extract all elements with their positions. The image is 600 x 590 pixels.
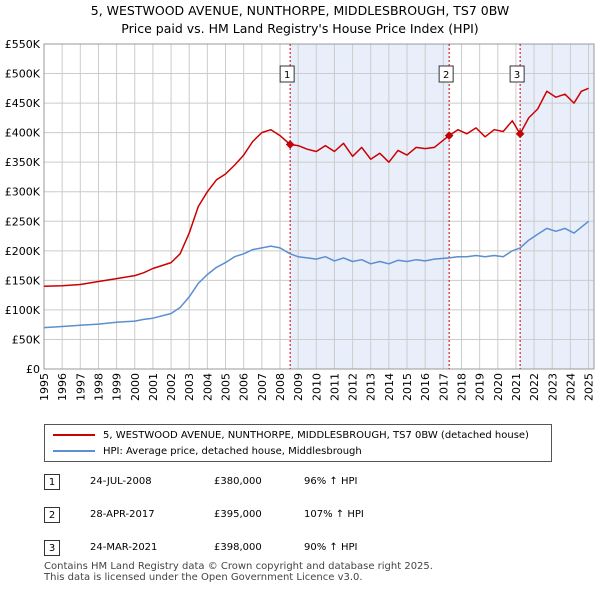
transaction-date: 24-MAR-2021 <box>90 542 158 553</box>
sale-badge-label: 1 <box>284 70 290 81</box>
sale-points <box>285 129 525 149</box>
x-tick-label: 2007 <box>256 373 269 401</box>
legend: 5, WESTWOOD AVENUE, NUNTHORPE, MIDDLESBR… <box>44 424 552 462</box>
y-tick-label: £100K <box>5 304 41 317</box>
y-tick-label: £150K <box>5 274 41 287</box>
grid-lines <box>43 43 595 370</box>
x-tick-label: 2016 <box>419 373 432 401</box>
x-tick-label: 1997 <box>74 373 87 401</box>
chart-title-line2: Price paid vs. HM Land Registry's House … <box>121 21 479 36</box>
footer-copyright: Contains HM Land Registry data © Crown c… <box>44 561 433 572</box>
sale-badge-box <box>279 65 295 83</box>
y-tick-label: £450K <box>5 97 41 110</box>
x-tick-label: 2024 <box>564 373 577 401</box>
x-tick-label: 1999 <box>111 373 124 401</box>
y-tick-label: £0 <box>26 363 40 376</box>
y-tick-label: £550K <box>5 38 41 51</box>
y-tick-label: £200K <box>5 245 41 258</box>
sale-point <box>515 129 525 139</box>
x-tick-label: 2018 <box>455 373 468 401</box>
table-row: 2 28-APR-2017 £395,000 107% ↑ HPI <box>44 505 384 538</box>
transaction-price: £398,000 <box>214 542 262 553</box>
x-tick-label: 2001 <box>147 373 160 401</box>
x-tick-label: 2008 <box>274 373 287 401</box>
x-tick-label: 2015 <box>401 373 414 401</box>
x-tick-label: 2023 <box>546 373 559 401</box>
x-tick-label: 2012 <box>347 373 360 401</box>
x-tick-label: 1998 <box>92 373 105 401</box>
footer-license: This data is licensed under the Open Gov… <box>44 572 363 583</box>
transaction-number: 2 <box>44 507 60 523</box>
x-tick-label: 1996 <box>56 373 69 401</box>
transaction-date: 28-APR-2017 <box>90 509 155 520</box>
legend-label-hpi: HPI: Average price, detached house, Midd… <box>103 446 362 457</box>
x-tick-label: 2022 <box>528 373 541 401</box>
y-tick-label: £300K <box>5 186 41 199</box>
x-tick-label: 2025 <box>583 373 596 401</box>
sale-badge-label: 2 <box>443 70 449 81</box>
transactions-table: 1 24-JUL-2008 £380,000 96% ↑ HPI 2 28-AP… <box>44 472 384 571</box>
x-tick-label: 2011 <box>328 373 341 401</box>
x-tick-label: 2000 <box>129 373 142 401</box>
footer: Contains HM Land Registry data © Crown c… <box>44 561 433 583</box>
transaction-hpi: 90% ↑ HPI <box>304 542 358 553</box>
legend-swatch-property <box>53 434 95 436</box>
chart-title: 5, WESTWOOD AVENUE, NUNTHORPE, MIDDLESBR… <box>0 2 600 38</box>
sale-badges: 1 2 3 <box>279 65 525 83</box>
hpi-line <box>43 220 590 329</box>
transaction-hpi: 107% ↑ HPI <box>304 509 364 520</box>
x-tick-label: 2019 <box>474 373 487 401</box>
x-tick-label: 2010 <box>310 373 323 401</box>
x-tick-label: 1995 <box>38 373 51 401</box>
x-axis-ticks: 1995 1996 1997 1998 1999 2000 2001 2002 2003 2004… <box>38 373 596 401</box>
x-tick-label: 2014 <box>383 373 396 401</box>
x-tick-label: 2013 <box>365 373 378 401</box>
legend-item-hpi: HPI: Average price, detached house, Midd… <box>53 444 362 460</box>
price-chart: £0 £50K £100K £150K £200K £250K £300K £350K £400… <box>5 38 596 401</box>
x-tick-label: 2004 <box>201 373 214 401</box>
y-tick-label: £250K <box>5 215 41 228</box>
sale-badge-label: 3 <box>514 70 520 81</box>
x-tick-label: 2006 <box>238 373 251 401</box>
sale-point <box>444 131 454 140</box>
table-row: 1 24-JUL-2008 £380,000 96% ↑ HPI <box>44 472 384 505</box>
transaction-number: 1 <box>44 474 60 490</box>
transaction-date: 24-JUL-2008 <box>90 476 152 487</box>
x-tick-label: 2009 <box>292 373 305 401</box>
sale-point <box>285 140 295 149</box>
x-tick-label: 2005 <box>220 373 233 401</box>
transaction-price: £380,000 <box>214 476 262 487</box>
legend-swatch-hpi <box>53 450 95 452</box>
x-tick-label: 2021 <box>510 373 523 401</box>
x-tick-label: 2017 <box>437 373 450 401</box>
transaction-price: £395,000 <box>214 509 262 520</box>
chart-title-line1: 5, WESTWOOD AVENUE, NUNTHORPE, MIDDLESBR… <box>90 3 510 18</box>
shaded-period <box>520 44 594 369</box>
series-lines <box>43 87 590 329</box>
y-tick-label: £400K <box>5 127 41 140</box>
transaction-number: 3 <box>44 540 60 556</box>
y-axis-ticks: £0 £50K £100K £150K £200K £250K £300K £350K £400… <box>5 38 41 376</box>
sale-badge-box <box>509 65 525 83</box>
transaction-hpi: 96% ↑ HPI <box>304 476 358 487</box>
x-tick-label: 2003 <box>183 373 196 401</box>
property-price-line <box>43 87 589 288</box>
table-row: 3 24-MAR-2021 £398,000 90% ↑ HPI <box>44 538 384 571</box>
y-tick-label: £50K <box>12 333 41 346</box>
y-tick-label: £350K <box>5 156 41 169</box>
legend-label-property: 5, WESTWOOD AVENUE, NUNTHORPE, MIDDLESBR… <box>103 430 529 441</box>
x-tick-label: 2020 <box>492 373 505 401</box>
y-tick-label: £500K <box>5 68 41 81</box>
legend-item-property: 5, WESTWOOD AVENUE, NUNTHORPE, MIDDLESBR… <box>53 428 529 444</box>
x-tick-label: 2002 <box>165 373 178 401</box>
plot-frame <box>43 43 595 370</box>
sale-badge-box <box>438 65 454 83</box>
